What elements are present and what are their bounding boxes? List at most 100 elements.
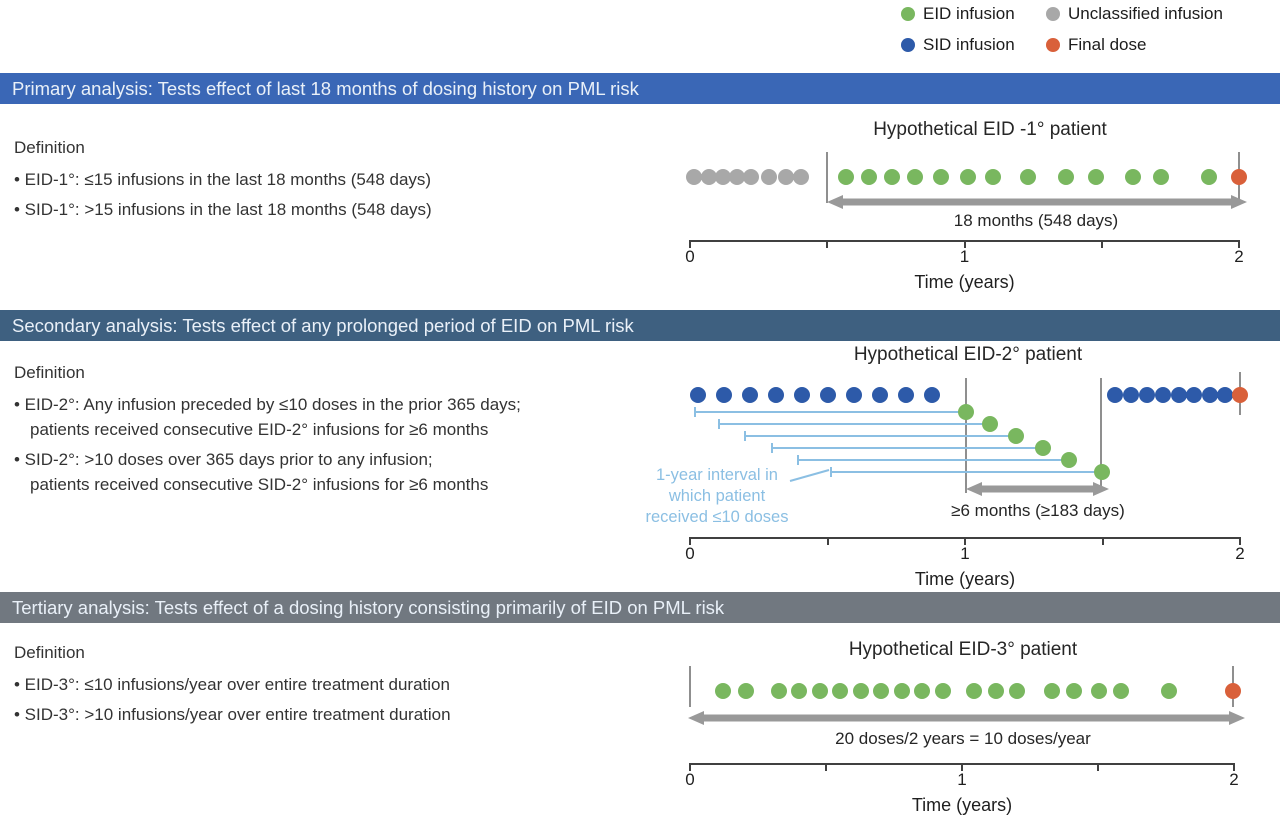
time-axis-tick <box>689 763 691 771</box>
eid-infusion-dot <box>838 169 854 185</box>
definition-bullet-line: • SID-3°: >10 infusions/year over entire… <box>14 705 451 724</box>
legend-item-eid: EID infusion <box>901 4 1015 24</box>
unclassified-infusion-dot <box>793 169 809 185</box>
eid-infusion-dot <box>791 683 807 699</box>
sid-infusion-dot <box>1202 387 1218 403</box>
time-axis-title: Time (years) <box>911 795 1013 815</box>
eid-infusion-dot <box>1113 683 1129 699</box>
arrow-label-dose-rate: 20 doses/2 years = 10 doses/year <box>835 729 1091 748</box>
unclassified-infusion-dot <box>686 169 702 185</box>
time-axis-tick-label: 0 <box>685 247 695 266</box>
unclassified-infusion-dot <box>778 169 794 185</box>
definition-title: Definition <box>14 138 85 157</box>
timeline-reference-tick <box>826 152 828 203</box>
time-axis-tick <box>961 763 963 771</box>
eid-infusion-dot <box>812 683 828 699</box>
time-axis-title: Time (years) <box>914 272 1015 292</box>
one-year-interval-line <box>771 447 1043 449</box>
legend-label: EID infusion <box>923 4 1015 23</box>
one-year-interval-line <box>830 471 1102 473</box>
final-dose-dot-icon <box>1046 38 1060 52</box>
time-axis-tick-label: 2 <box>1229 770 1239 789</box>
eid-infusion-dot <box>738 683 754 699</box>
final-dose-dot <box>1231 169 1247 185</box>
sid-infusion-dot <box>1139 387 1155 403</box>
sid-infusion-dot <box>1186 387 1202 403</box>
double-arrow <box>966 482 1109 496</box>
eid-infusion-dot <box>1020 169 1036 185</box>
time-axis-tick <box>963 240 966 248</box>
time-axis-tick-label: 1 <box>959 247 970 266</box>
time-axis-tick <box>689 537 691 545</box>
legend-label: SID infusion <box>923 35 1015 54</box>
eid-infusion-dot <box>985 169 1001 185</box>
definition-bullet: • EID-3°: ≤10 infusions/year over entire… <box>14 672 451 697</box>
definition-bullet: • SID-1°: >15 infusions in the last 18 m… <box>14 197 432 222</box>
eid-infusion-dot <box>873 683 889 699</box>
one-year-interval-line <box>694 411 966 413</box>
eid-infusion-dot <box>1066 683 1082 699</box>
eid-infusion-dot <box>1088 169 1104 185</box>
sid-infusion-dot <box>924 387 940 403</box>
eid-infusion-dot <box>982 416 998 432</box>
eid-infusion-dot <box>853 683 869 699</box>
eid-infusion-dot <box>1161 683 1177 699</box>
timeline-reference-tick <box>689 666 691 707</box>
timeline-reference-tick <box>1100 378 1102 487</box>
eid-infusion-dot <box>884 169 900 185</box>
definition-block-primary: Definition • EID-1°: ≤15 infusions in th… <box>14 136 432 227</box>
eid-infusion-dot-icon <box>901 7 915 21</box>
one-year-interval-annotation: 1-year interval in which patient receive… <box>617 465 817 528</box>
sid-infusion-dot <box>716 387 732 403</box>
sid-infusion-dot <box>1155 387 1171 403</box>
sid-infusion-dot <box>1171 387 1187 403</box>
eid-infusion-dot <box>1201 169 1217 185</box>
time-axis-tick-label: 1 <box>960 544 970 563</box>
eid-infusion-dot <box>933 169 949 185</box>
definition-block-secondary: Definition • EID-2°: Any infusion preced… <box>14 361 521 502</box>
panel-header-primary: Primary analysis: Tests effect of last 1… <box>0 73 1280 104</box>
time-axis-tick-label: 2 <box>1234 247 1244 266</box>
interval-line-cap <box>797 455 799 465</box>
definition-bullet-line: • SID-1°: >15 infusions in the last 18 m… <box>14 200 432 219</box>
eid-infusion-dot <box>1153 169 1169 185</box>
eid-infusion-dot <box>935 683 951 699</box>
time-axis-tick <box>825 763 827 771</box>
time-axis-title: Time (years) <box>914 569 1016 589</box>
sid-infusion-dot <box>794 387 810 403</box>
time-axis-tick-label: 0 <box>685 770 695 789</box>
eid-infusion-dot <box>1044 683 1060 699</box>
time-axis-tick-label: 2 <box>1235 544 1245 563</box>
definition-title: Definition <box>14 363 85 382</box>
eid-infusion-dot <box>960 169 976 185</box>
one-year-interval-line <box>744 435 1016 437</box>
time-axis-tick <box>1233 763 1235 771</box>
time-axis-tick <box>1100 240 1103 248</box>
legend-label: Final dose <box>1068 35 1147 54</box>
interval-line-cap <box>830 467 832 477</box>
time-axis-tick-label: 1 <box>957 770 967 789</box>
sid-infusion-dot-icon <box>901 38 915 52</box>
eid-infusion-dot <box>966 683 982 699</box>
one-year-interval-line <box>718 423 990 425</box>
eid-infusion-dot <box>1058 169 1074 185</box>
diagram-title-tertiary: Hypothetical EID-3° patient <box>848 639 1078 660</box>
time-axis-tick-label: 0 <box>685 544 695 563</box>
final-dose-dot <box>1232 387 1248 403</box>
double-arrow <box>688 711 1245 725</box>
legend-item-final-dose: Final dose <box>1046 35 1146 55</box>
time-axis-tick <box>964 537 966 545</box>
unclassified-infusion-dot <box>743 169 759 185</box>
unclassified-infusion-dot <box>701 169 717 185</box>
diagram-title-secondary: Hypothetical EID-2° patient <box>853 344 1083 365</box>
eid-infusion-dot <box>894 683 910 699</box>
eid-infusion-dot <box>958 404 974 420</box>
definition-bullet-line: • SID-2°: >10 doses over 365 days prior … <box>14 450 433 469</box>
annotation-line: which patient <box>668 487 766 505</box>
definition-title: Definition <box>14 643 85 662</box>
time-axis-tick <box>826 537 829 545</box>
eid-infusion-dot <box>907 169 923 185</box>
eid-infusion-dot <box>1061 452 1077 468</box>
